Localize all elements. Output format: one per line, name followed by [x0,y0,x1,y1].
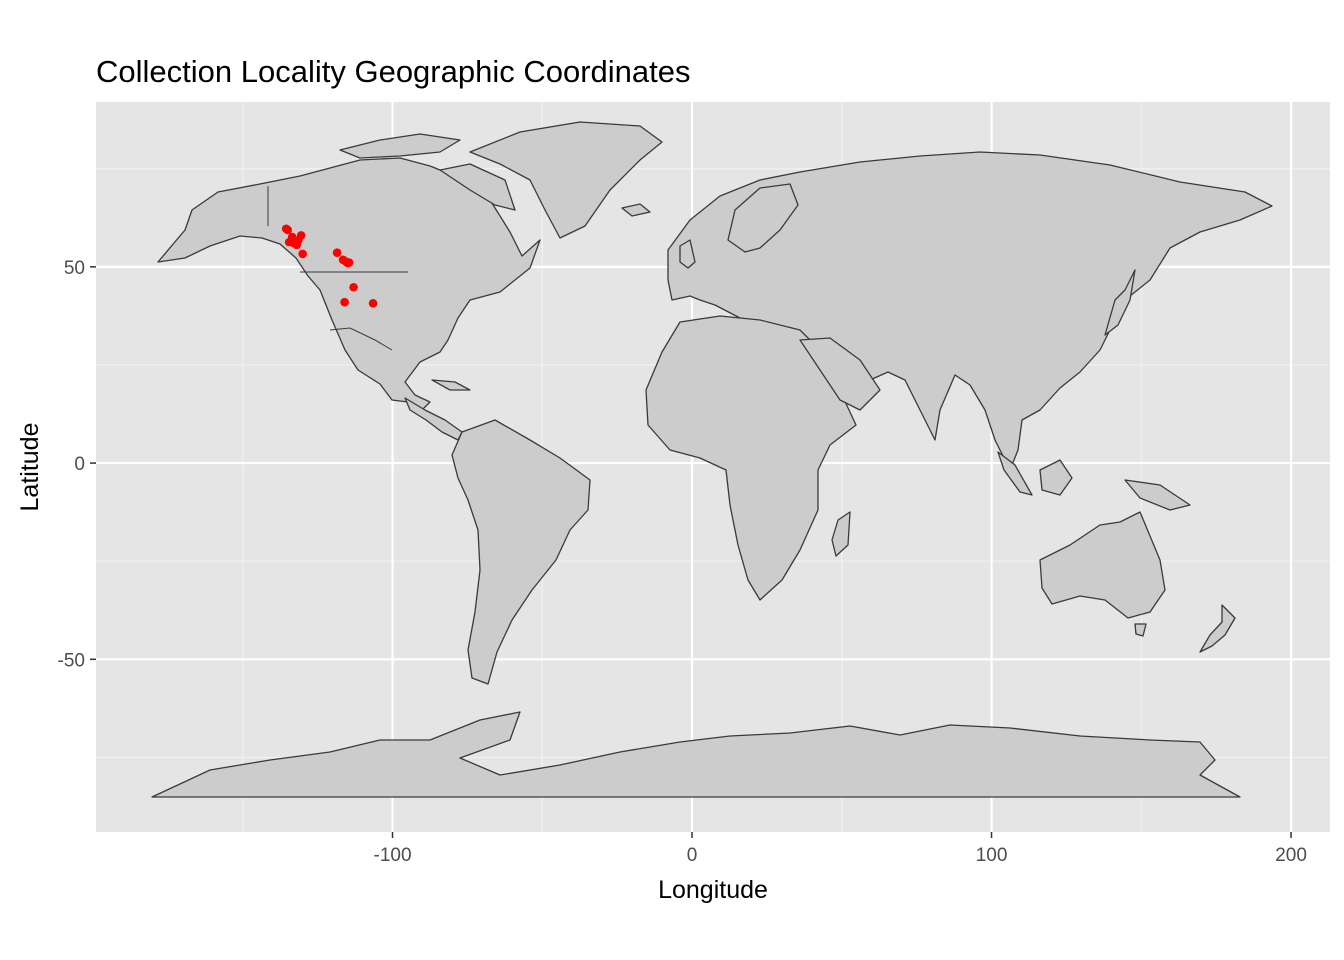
tasmania-land [1134,623,1147,637]
data-point [298,249,307,259]
scandinavia-land [727,183,799,253]
new-zealand-land [1199,604,1236,653]
data-point [332,248,342,258]
y-tick-label: 50 [64,258,85,279]
antarctica-land [151,711,1241,798]
data-point [368,299,378,308]
arabia-land [799,337,881,411]
data-point [349,282,358,292]
iceland-land [621,203,651,217]
data-point [296,231,306,240]
y-axis-ticks: -50 0 50 [58,258,96,671]
data-points [281,224,378,308]
sumatra-land [997,451,1033,496]
world-map [151,121,1273,798]
y-tick-label: 0 [74,454,85,475]
x-axis-ticks: -100 0 100 200 [374,832,1307,866]
baffin-island-land [439,163,516,211]
north-america-land [157,157,541,413]
borneo-land [1039,459,1073,496]
data-point [344,258,354,267]
x-tick-label: 100 [976,845,1008,866]
cuba-land [431,379,471,391]
uk-land [679,239,696,269]
australia-land [1039,511,1166,619]
data-point [340,297,349,307]
new-guinea-land [1124,479,1191,511]
chart-title: Collection Locality Geographic Coordinat… [96,54,691,89]
arctic-islands-land [339,133,461,159]
x-tick-label: 200 [1275,845,1307,866]
africa-land [645,315,857,601]
data-point [283,225,292,235]
madagascar-land [831,511,851,557]
y-tick-label: -50 [58,650,85,671]
y-axis-title: Latitude [16,423,44,512]
x-tick-label: 0 [687,845,698,866]
x-axis-title: Longitude [658,876,768,904]
japan-land [1104,269,1136,336]
data-point [292,240,301,250]
us-mexico-border [329,327,393,351]
south-america-land [451,419,591,685]
x-tick-label: -100 [374,845,412,866]
greenland-land [469,121,663,239]
